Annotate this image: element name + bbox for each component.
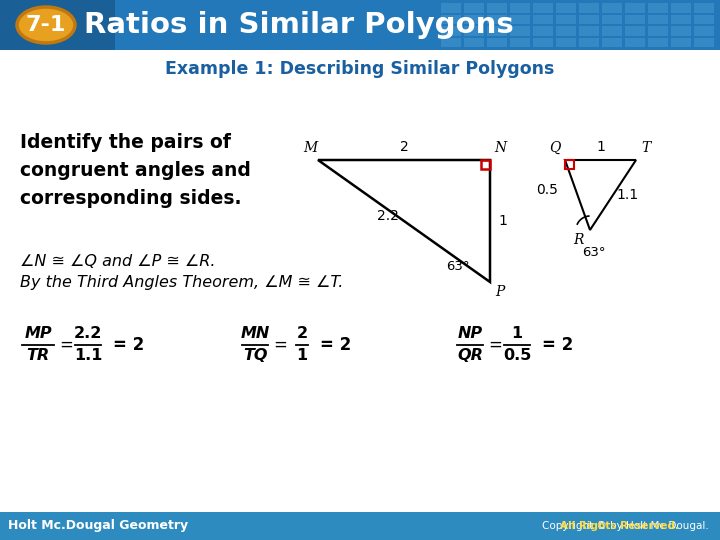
FancyBboxPatch shape (602, 3, 622, 12)
FancyBboxPatch shape (648, 15, 668, 24)
Text: TQ: TQ (243, 348, 267, 363)
Text: 2.2: 2.2 (74, 327, 102, 341)
Text: Copyright © by Holt Mc Dougal.: Copyright © by Holt Mc Dougal. (542, 521, 712, 531)
Text: P: P (495, 285, 505, 299)
Text: = 2: = 2 (320, 336, 351, 354)
Text: N: N (494, 141, 506, 155)
FancyBboxPatch shape (579, 37, 599, 47)
FancyBboxPatch shape (510, 26, 530, 36)
FancyBboxPatch shape (602, 26, 622, 36)
Text: TR: TR (27, 348, 50, 363)
Text: =: = (59, 336, 73, 354)
FancyBboxPatch shape (0, 50, 720, 540)
Text: 1: 1 (511, 327, 523, 341)
Text: 1: 1 (297, 348, 307, 363)
Text: = 2: = 2 (113, 336, 144, 354)
Text: By the Third Angles Theorem, ∠M ≅ ∠T.: By the Third Angles Theorem, ∠M ≅ ∠T. (20, 275, 343, 291)
FancyBboxPatch shape (464, 15, 484, 24)
Text: =: = (488, 336, 502, 354)
FancyBboxPatch shape (556, 26, 576, 36)
FancyBboxPatch shape (671, 37, 691, 47)
FancyBboxPatch shape (602, 37, 622, 47)
FancyBboxPatch shape (533, 37, 553, 47)
FancyBboxPatch shape (625, 26, 645, 36)
Text: Q: Q (549, 141, 561, 155)
Ellipse shape (17, 7, 75, 43)
FancyBboxPatch shape (648, 26, 668, 36)
Text: MN: MN (240, 327, 269, 341)
FancyBboxPatch shape (0, 512, 720, 540)
Text: 2: 2 (400, 140, 408, 154)
FancyBboxPatch shape (441, 26, 461, 36)
Text: 2.2: 2.2 (377, 209, 399, 223)
Text: 0.5: 0.5 (503, 348, 531, 363)
Text: 2: 2 (297, 327, 307, 341)
FancyBboxPatch shape (625, 37, 645, 47)
FancyBboxPatch shape (533, 3, 553, 12)
Text: Identify the pairs of
congruent angles and
corresponding sides.: Identify the pairs of congruent angles a… (20, 132, 251, 207)
Text: Ratios in Similar Polygons: Ratios in Similar Polygons (84, 11, 514, 39)
FancyBboxPatch shape (487, 37, 507, 47)
FancyBboxPatch shape (556, 37, 576, 47)
Text: 7-1: 7-1 (26, 15, 66, 35)
Text: =: = (273, 336, 287, 354)
Text: 1: 1 (498, 214, 508, 228)
FancyBboxPatch shape (602, 15, 622, 24)
FancyBboxPatch shape (487, 15, 507, 24)
Text: 0.5: 0.5 (536, 183, 558, 197)
FancyBboxPatch shape (579, 15, 599, 24)
FancyBboxPatch shape (648, 37, 668, 47)
FancyBboxPatch shape (694, 37, 714, 47)
FancyBboxPatch shape (441, 3, 461, 12)
FancyBboxPatch shape (579, 3, 599, 12)
Text: MP: MP (24, 327, 52, 341)
FancyBboxPatch shape (464, 26, 484, 36)
FancyBboxPatch shape (694, 3, 714, 12)
Text: Holt Mc.Dougal Geometry: Holt Mc.Dougal Geometry (8, 519, 188, 532)
FancyBboxPatch shape (556, 15, 576, 24)
FancyBboxPatch shape (671, 15, 691, 24)
Text: ∠N ≅ ∠Q and ∠P ≅ ∠R.: ∠N ≅ ∠Q and ∠P ≅ ∠R. (20, 254, 215, 269)
Text: 63°: 63° (582, 246, 606, 259)
FancyBboxPatch shape (694, 26, 714, 36)
FancyBboxPatch shape (533, 15, 553, 24)
FancyBboxPatch shape (0, 0, 115, 50)
FancyBboxPatch shape (487, 3, 507, 12)
FancyBboxPatch shape (0, 0, 720, 50)
FancyBboxPatch shape (464, 3, 484, 12)
Text: 1: 1 (596, 140, 605, 154)
Text: M: M (303, 141, 317, 155)
Text: T: T (642, 141, 651, 155)
FancyBboxPatch shape (556, 3, 576, 12)
Text: 1.1: 1.1 (616, 188, 638, 202)
FancyBboxPatch shape (533, 26, 553, 36)
FancyBboxPatch shape (625, 3, 645, 12)
Text: Example 1: Describing Similar Polygons: Example 1: Describing Similar Polygons (166, 60, 554, 78)
Text: QR: QR (457, 348, 483, 363)
Text: 1.1: 1.1 (74, 348, 102, 363)
Text: R: R (572, 233, 583, 247)
Text: NP: NP (457, 327, 482, 341)
FancyBboxPatch shape (648, 3, 668, 12)
FancyBboxPatch shape (671, 26, 691, 36)
FancyBboxPatch shape (510, 37, 530, 47)
FancyBboxPatch shape (579, 26, 599, 36)
FancyBboxPatch shape (441, 37, 461, 47)
Text: = 2: = 2 (542, 336, 573, 354)
FancyBboxPatch shape (625, 15, 645, 24)
FancyBboxPatch shape (464, 37, 484, 47)
FancyBboxPatch shape (671, 3, 691, 12)
FancyBboxPatch shape (441, 15, 461, 24)
Text: All Rights Reserved.: All Rights Reserved. (560, 521, 679, 531)
FancyBboxPatch shape (487, 26, 507, 36)
Text: 63°: 63° (446, 260, 469, 273)
FancyBboxPatch shape (694, 15, 714, 24)
FancyBboxPatch shape (510, 15, 530, 24)
FancyBboxPatch shape (510, 3, 530, 12)
